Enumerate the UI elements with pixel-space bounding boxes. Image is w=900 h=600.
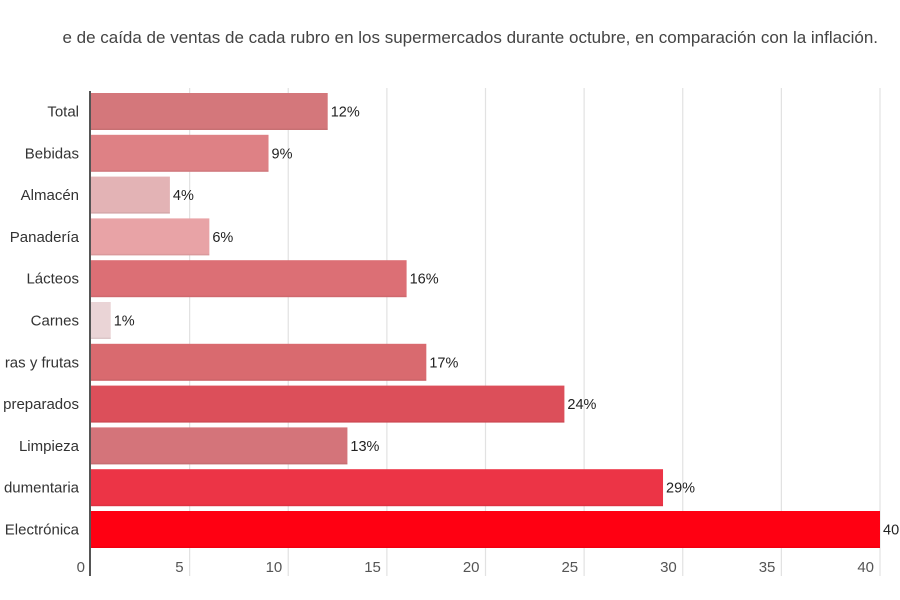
value-label: 6% bbox=[212, 230, 233, 246]
bars bbox=[91, 93, 880, 548]
category-label: dumentaria bbox=[4, 480, 80, 497]
chart-title: e de caída de ventas de cada rubro en lo… bbox=[62, 28, 878, 47]
value-label: 29% bbox=[666, 481, 695, 497]
tick-labels: 0 5 10 15 20 25 30 35 40 bbox=[77, 559, 874, 576]
bar bbox=[91, 343, 427, 381]
tick-label: 15 bbox=[364, 559, 381, 576]
category-label: Limpieza bbox=[19, 438, 80, 455]
category-label: Total bbox=[47, 104, 79, 121]
value-label: 1% bbox=[114, 314, 135, 330]
value-label: 9% bbox=[272, 146, 293, 162]
bar-shadow bbox=[91, 337, 111, 339]
value-labels: 12% 9% 4% 6% 16% 1% 17% 24% 13% 29% 40 bbox=[114, 105, 899, 539]
bar-shadow bbox=[91, 295, 407, 298]
tick-label: 40 bbox=[857, 559, 874, 576]
bar-shadow bbox=[91, 421, 565, 423]
bar-shadow bbox=[91, 504, 664, 507]
bar bbox=[91, 469, 664, 507]
bar bbox=[91, 260, 407, 298]
bar-shadow bbox=[91, 379, 427, 381]
value-label: 17% bbox=[429, 355, 458, 371]
tick-label: 35 bbox=[759, 559, 776, 576]
bar-shadow bbox=[91, 546, 880, 548]
bar bbox=[91, 511, 880, 548]
tick-label: 20 bbox=[463, 559, 480, 576]
bar-shadow bbox=[91, 253, 210, 256]
value-label: 12% bbox=[331, 105, 360, 121]
tick-label: 5 bbox=[175, 559, 183, 576]
category-label: ras y frutas bbox=[5, 354, 79, 371]
bar-shadow bbox=[91, 212, 170, 214]
bar bbox=[91, 134, 269, 172]
category-labels: Total Bebidas Almacén Panadería Lácteos Carne… bbox=[3, 104, 80, 539]
category-label: Almacén bbox=[21, 187, 79, 204]
bar bbox=[91, 218, 210, 256]
category-label: Electrónica bbox=[5, 522, 80, 539]
category-label: preparados bbox=[3, 396, 79, 413]
tick-label: 10 bbox=[266, 559, 283, 576]
category-label: Lácteos bbox=[26, 271, 79, 288]
bar-shadow bbox=[91, 170, 269, 172]
value-label: 16% bbox=[410, 272, 439, 288]
bar bbox=[91, 302, 111, 339]
value-label: 40 bbox=[883, 523, 899, 539]
bar bbox=[91, 427, 348, 465]
bar-shadow bbox=[91, 128, 328, 130]
category-label: Carnes bbox=[31, 313, 79, 330]
tick-label: 25 bbox=[561, 559, 578, 576]
bar-shadow bbox=[91, 462, 348, 465]
tick-label: 0 bbox=[77, 559, 85, 576]
bar bbox=[91, 93, 328, 130]
value-label: 4% bbox=[173, 188, 194, 204]
category-label: Panadería bbox=[10, 229, 80, 246]
category-label: Bebidas bbox=[25, 145, 79, 162]
value-label: 13% bbox=[350, 439, 379, 455]
value-label: 24% bbox=[567, 397, 596, 413]
bar bbox=[91, 176, 170, 214]
bar bbox=[91, 385, 565, 423]
tick-label: 30 bbox=[660, 559, 677, 576]
